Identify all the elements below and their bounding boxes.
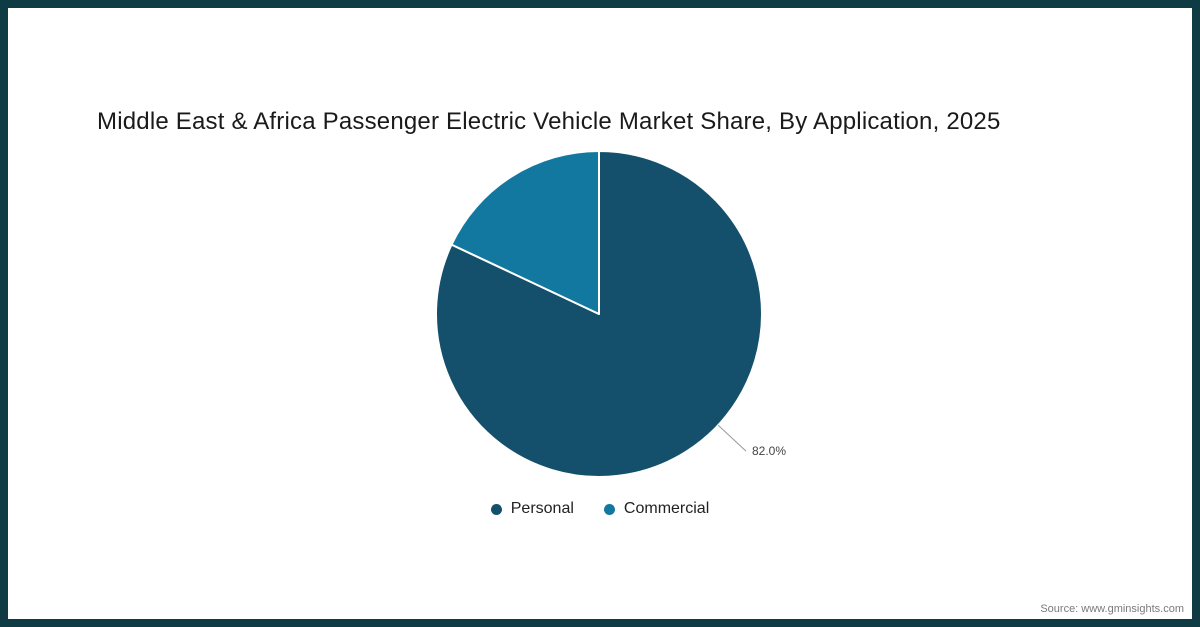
legend-dot-commercial-icon	[603, 503, 615, 515]
legend-label-commercial: Commercial	[623, 500, 710, 517]
commercial-slice	[450, 150, 600, 315]
pie-chart: 82.0%	[435, 150, 786, 478]
legend: Personal Commercial	[8, 500, 1192, 518]
legend-label-personal: Personal	[510, 500, 574, 517]
legend-item-commercial: Commercial	[603, 500, 710, 518]
legend-item-personal: Personal	[490, 500, 574, 518]
data-label-personal-share: 82.0%	[752, 444, 786, 458]
source-attribution: Source: www.gminsights.com	[1040, 603, 1184, 615]
legend-dot-personal-icon	[490, 503, 502, 515]
data-label-leader-line	[717, 424, 747, 452]
chart-title: Middle East & Africa Passenger Electric …	[97, 108, 1001, 135]
